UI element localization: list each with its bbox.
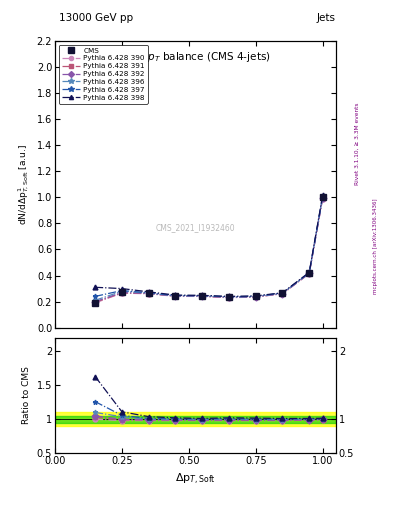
Text: 13000 GeV pp: 13000 GeV pp [59, 13, 133, 23]
Bar [55, 413, 336, 426]
X-axis label: $\Delta{\rm p}_{T,\rm Soft}$: $\Delta{\rm p}_{T,\rm Soft}$ [175, 472, 216, 486]
Text: mcplots.cern.ch [arXiv:1306.3436]: mcplots.cern.ch [arXiv:1306.3436] [373, 198, 378, 293]
Legend: CMS, Pythia 6.428 390, Pythia 6.428 391, Pythia 6.428 392, Pythia 6.428 396, Pyt: CMS, Pythia 6.428 390, Pythia 6.428 391,… [59, 45, 148, 103]
Bar [55, 416, 336, 422]
Y-axis label: dN/d$\Delta{\rm p}_{T,\rm Soft}^1$ [a.u.]: dN/d$\Delta{\rm p}_{T,\rm Soft}^1$ [a.u.… [17, 144, 31, 225]
Text: Rivet 3.1.10, ≥ 3.3M events: Rivet 3.1.10, ≥ 3.3M events [355, 102, 360, 185]
Text: Dijet $p_T$ balance (CMS 4-jets): Dijet $p_T$ balance (CMS 4-jets) [120, 50, 271, 63]
Y-axis label: Ratio to CMS: Ratio to CMS [22, 367, 31, 424]
Text: Jets: Jets [317, 13, 336, 23]
Text: CMS_2021_I1932460: CMS_2021_I1932460 [156, 223, 235, 232]
